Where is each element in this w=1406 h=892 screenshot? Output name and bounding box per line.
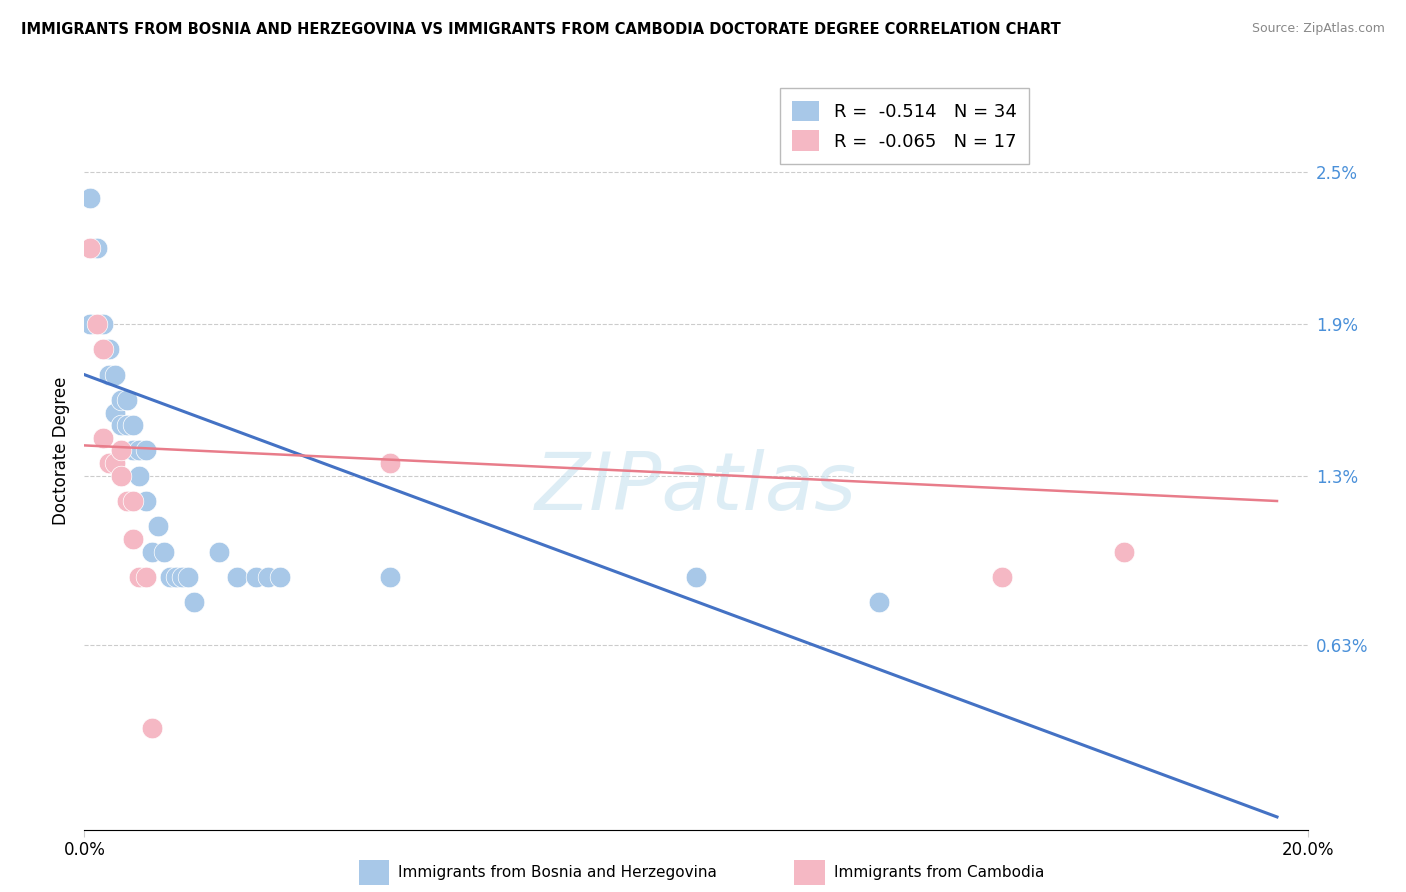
Point xyxy=(685,570,707,584)
Point xyxy=(110,418,132,433)
Text: IMMIGRANTS FROM BOSNIA AND HERZEGOVINA VS IMMIGRANTS FROM CAMBODIA DOCTORATE DEG: IMMIGRANTS FROM BOSNIA AND HERZEGOVINA V… xyxy=(21,22,1062,37)
Point xyxy=(86,241,108,255)
Point xyxy=(183,595,205,609)
Point xyxy=(122,418,145,433)
Point xyxy=(97,456,120,470)
Point xyxy=(380,570,402,584)
Point xyxy=(128,468,150,483)
Point xyxy=(177,570,200,584)
Point xyxy=(115,418,138,433)
Point xyxy=(245,570,267,584)
Point xyxy=(869,595,891,609)
Point xyxy=(128,443,150,458)
Point xyxy=(159,570,181,584)
Point xyxy=(122,532,145,546)
Point xyxy=(104,368,127,382)
Point xyxy=(115,392,138,407)
Point xyxy=(135,443,157,458)
Point xyxy=(153,544,176,558)
Point xyxy=(141,722,163,736)
Point xyxy=(104,406,127,420)
Point xyxy=(257,570,280,584)
Point xyxy=(122,443,145,458)
Point xyxy=(91,317,114,331)
Y-axis label: Doctorate Degree: Doctorate Degree xyxy=(52,376,70,524)
Point xyxy=(86,317,108,331)
Point xyxy=(115,494,138,508)
Point xyxy=(165,570,187,584)
Point xyxy=(141,544,163,558)
Point xyxy=(146,519,169,533)
Point xyxy=(91,343,114,357)
Point xyxy=(79,317,101,331)
Point xyxy=(269,570,291,584)
Text: Immigrants from Bosnia and Herzegovina: Immigrants from Bosnia and Herzegovina xyxy=(398,865,717,880)
Text: Source: ZipAtlas.com: Source: ZipAtlas.com xyxy=(1251,22,1385,36)
Point xyxy=(91,431,114,445)
Point xyxy=(128,570,150,584)
Point xyxy=(380,456,402,470)
Legend: R =  -0.514   N = 34, R =  -0.065   N = 17: R = -0.514 N = 34, R = -0.065 N = 17 xyxy=(780,88,1029,164)
Point xyxy=(1114,544,1136,558)
Point xyxy=(991,570,1014,584)
Text: ZIPatlas: ZIPatlas xyxy=(534,450,858,527)
Point xyxy=(172,570,194,584)
Point xyxy=(104,456,127,470)
Point xyxy=(135,494,157,508)
Text: Immigrants from Cambodia: Immigrants from Cambodia xyxy=(834,865,1045,880)
Point xyxy=(79,191,101,205)
Point xyxy=(110,392,132,407)
Point xyxy=(226,570,249,584)
Point xyxy=(122,494,145,508)
Point xyxy=(135,570,157,584)
Point xyxy=(110,468,132,483)
Point xyxy=(97,368,120,382)
Point xyxy=(97,343,120,357)
Point xyxy=(208,544,231,558)
Point xyxy=(79,241,101,255)
Point xyxy=(110,443,132,458)
